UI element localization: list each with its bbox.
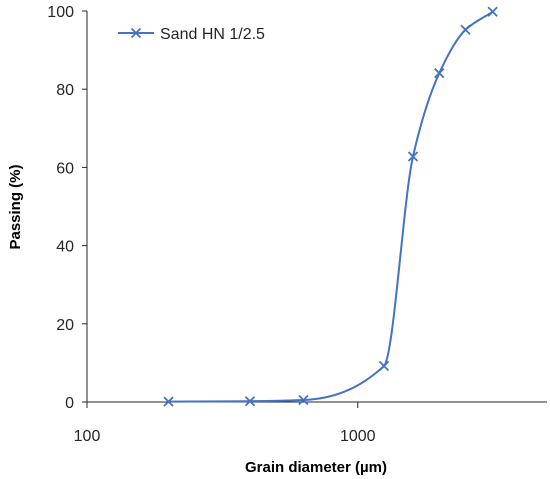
y-tick-label: 0: [65, 395, 74, 412]
y-tick-label: 80: [56, 82, 74, 99]
data-point: [460, 24, 471, 35]
x-tick-label: 1000: [340, 428, 376, 445]
legend-marker: [130, 27, 142, 39]
x-tick-label: 100: [74, 428, 101, 445]
y-tick-label: 20: [56, 317, 74, 334]
ticks: [82, 10, 359, 408]
series-line: [168, 10, 494, 403]
x-axis-title: Grain diameter (µm): [245, 459, 387, 476]
data-point: [487, 6, 498, 17]
y-tick-label: 60: [56, 160, 74, 177]
data-point-stroke: [407, 151, 419, 162]
data-point: [378, 360, 390, 372]
data-point: [298, 394, 309, 406]
series-layer: [163, 6, 498, 407]
axes: [86, 11, 547, 403]
data-point: [163, 396, 174, 407]
legend-label: Sand HN 1/2.5: [160, 26, 265, 43]
data-point-stroke: [298, 394, 309, 406]
data-point: [244, 396, 256, 407]
tick-labels: 0 20 40 60 80 100 100 1000: [47, 4, 375, 445]
data-point-stroke: [378, 360, 390, 372]
data-point: [407, 151, 419, 162]
data-point: [434, 68, 445, 79]
data-point-stroke: [244, 396, 256, 407]
data-point-stroke: [487, 6, 498, 17]
legend: Sand HN 1/2.5: [118, 26, 265, 43]
data-point-stroke: [163, 396, 174, 407]
y-tick-label: 100: [47, 4, 74, 21]
y-tick-label: 40: [56, 239, 74, 256]
legend-marker-stroke: [130, 27, 142, 39]
y-axis-title: Passing (%): [7, 164, 24, 249]
data-point-stroke: [460, 24, 471, 35]
data-point-stroke: [434, 68, 445, 79]
